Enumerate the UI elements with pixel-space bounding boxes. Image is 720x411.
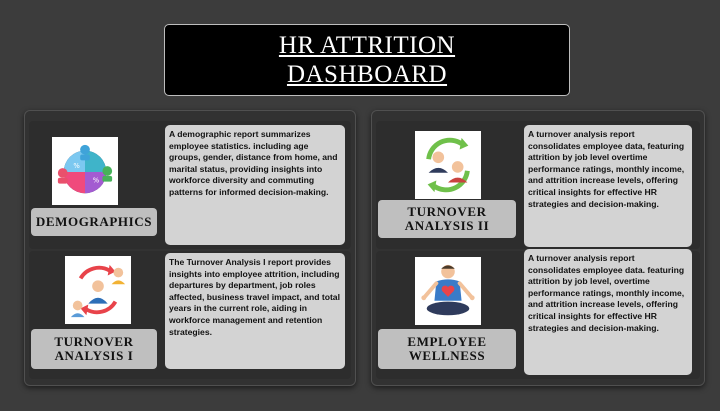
title-line-2: DASHBOARD	[286, 61, 448, 88]
title-line-1: HR ATTRITION	[278, 32, 456, 59]
turnover-analysis-1-button[interactable]: TURNOVER ANALYSIS I	[31, 329, 157, 369]
employee-wellness-description: A turnover analysis report consolidates …	[524, 249, 692, 375]
employee-exchange-icon	[415, 131, 481, 199]
employee-turnover-cycle-icon	[65, 256, 131, 324]
demographics-button[interactable]: DEMOGRAPHICS	[31, 208, 157, 236]
employee-wellness-button[interactable]: EMPLOYEE WELLNESS	[378, 329, 516, 369]
demographics-description: A demographic report summarizes employee…	[165, 125, 345, 245]
turnover-analysis-2-button[interactable]: TURNOVER ANALYSIS II	[378, 200, 516, 238]
left-panel: % % DEMOGRAPHICS A demographic report su…	[24, 110, 356, 386]
dashboard-title: HR ATTRITION DASHBOARD	[164, 24, 570, 96]
svg-text:%: %	[73, 162, 80, 170]
meditation-wellness-icon	[415, 257, 481, 325]
right-panel: TURNOVER ANALYSIS II A turnover analysis…	[371, 110, 705, 386]
demographics-pie-chart-icon: % %	[52, 137, 118, 205]
turnover-analysis-1-description: The Turnover Analysis I report provides …	[165, 253, 345, 369]
turnover-analysis-2-description: A turnover analysis report consolidates …	[524, 125, 692, 247]
svg-text:%: %	[93, 177, 100, 185]
